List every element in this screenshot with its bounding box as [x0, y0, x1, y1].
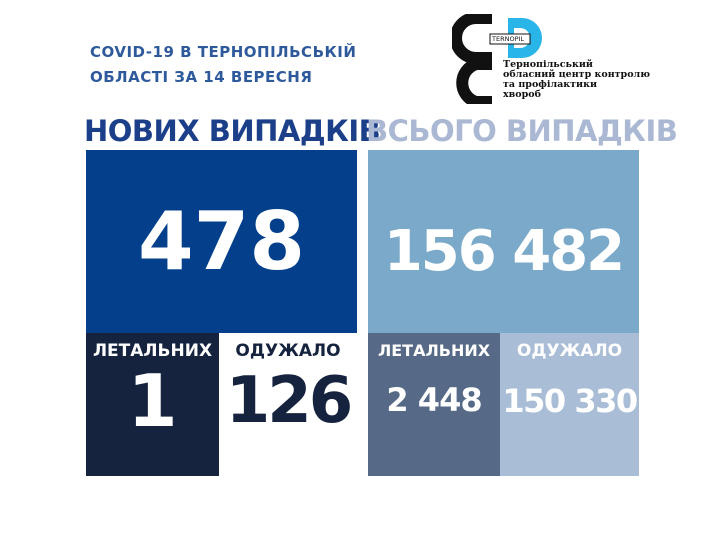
- cdc-logo-icon: [450, 12, 542, 108]
- logo-text: Тернопільський обласний центр контролю т…: [503, 60, 650, 100]
- logo-line: хвороб: [503, 89, 541, 100]
- total-cases-panel: 156 482: [368, 150, 639, 333]
- logo-line: та профілактики: [503, 79, 598, 90]
- total-cases-value: 156 482: [383, 219, 625, 284]
- new-cases-value: 478: [138, 195, 305, 288]
- new-recovered-value: 126: [225, 364, 354, 438]
- total-recovered-value: 150 330: [502, 382, 638, 420]
- logo-line: обласний центр контролю: [503, 69, 650, 80]
- new-recovered-label: ОДУЖАЛО: [235, 341, 341, 361]
- total-deaths-panel: ЛЕТАЛЬНИХ 2 448: [368, 333, 500, 476]
- new-deaths-value: 1: [127, 359, 178, 443]
- logo: TERNOPIL: [450, 12, 547, 108]
- new-cases-header: НОВИХ ВИПАДКІВ: [84, 114, 381, 148]
- logo-badge: TERNOPIL: [492, 35, 525, 43]
- total-cases-header: ВСЬОГО ВИПАДКІВ: [366, 114, 678, 148]
- page-title: COVID-19 В ТЕРНОПІЛЬСЬКІЙ ОБЛАСТІ ЗА 14 …: [90, 40, 356, 90]
- title-line-1: COVID-19 В ТЕРНОПІЛЬСЬКІЙ: [90, 43, 357, 61]
- new-deaths-panel: ЛЕТАЛЬНИХ 1: [86, 333, 219, 476]
- new-cases-panel: 478: [86, 150, 357, 333]
- total-recovered-label: ОДУЖАЛО: [516, 341, 623, 361]
- total-recovered-panel: ОДУЖАЛО 150 330: [500, 333, 639, 476]
- new-deaths-label: ЛЕТАЛЬНИХ: [92, 341, 213, 361]
- total-deaths-label: ЛЕТАЛЬНИХ: [377, 341, 491, 360]
- logo-line: Тернопільський: [503, 59, 593, 70]
- total-deaths-value: 2 448: [386, 381, 482, 419]
- title-line-2: ОБЛАСТІ ЗА 14 ВЕРЕСНЯ: [90, 68, 313, 86]
- new-recovered-panel: ОДУЖАЛО 126: [219, 333, 357, 443]
